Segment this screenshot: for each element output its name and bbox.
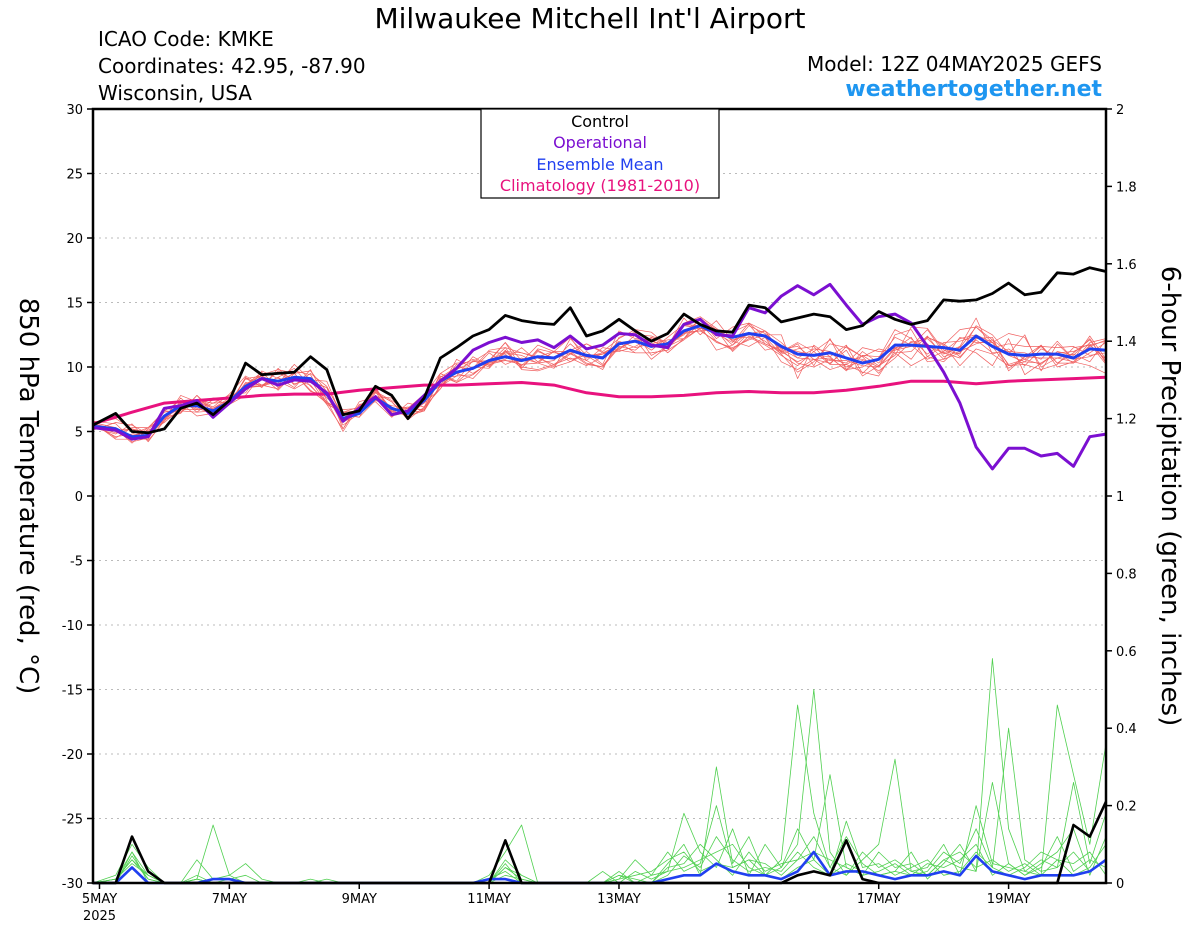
- temp-members: [92, 316, 1107, 444]
- temp-member-line: [92, 325, 1107, 438]
- y-tick-label: -10: [62, 619, 83, 634]
- icao-code: ICAO Code: KMKE: [98, 27, 274, 51]
- x-tick-year: 2025: [83, 909, 116, 924]
- y-tick-label: -5: [70, 555, 83, 570]
- main-series: [92, 266, 1108, 885]
- y2-tick-label: 1.4: [1116, 335, 1137, 350]
- y2-tick-label: 0.4: [1116, 722, 1137, 737]
- y2-tick-label: 1.2: [1116, 413, 1137, 428]
- y2-tick-label: 0: [1116, 877, 1124, 892]
- legend-control: Control: [571, 112, 629, 131]
- region: Wisconsin, USA: [98, 81, 252, 105]
- y-tick-label: -15: [62, 684, 83, 699]
- y-tick-label: 10: [66, 361, 83, 376]
- precip-ensemble-mean-line: [93, 850, 1107, 885]
- legend: Control Operational Ensemble Mean Climat…: [480, 108, 720, 199]
- y-tick-label: -20: [62, 748, 83, 763]
- y-tick-label: 25: [66, 168, 83, 183]
- y-tick-label: 0: [75, 490, 83, 505]
- legend-box: [480, 108, 720, 199]
- precip-control-line: [93, 801, 1108, 885]
- x-tick-label: 11MAY: [467, 892, 511, 907]
- precip-member-line: [92, 689, 1107, 884]
- x-tick-label: 9MAY: [342, 892, 377, 907]
- model-run: Model: 12Z 04MAY2025 GEFS: [807, 52, 1102, 76]
- x-axis-ticks: 5MAY 2025 7MAY 9MAY 11MAY 13MAY 15MAY 17MAY 19MA…: [82, 883, 1031, 924]
- x-tick-label: 17MAY: [857, 892, 901, 907]
- climatology-line: [92, 375, 1107, 426]
- y2-tick-label: 0.2: [1116, 800, 1137, 815]
- y-tick-label: 5: [75, 426, 83, 441]
- precip-member-line: [92, 658, 1107, 884]
- operational-line: [92, 282, 1107, 471]
- site-link[interactable]: weathertogether.net: [845, 77, 1102, 102]
- legend-climatology: Climatology (1981-2010): [500, 176, 700, 195]
- precip-member-line: [92, 727, 1107, 884]
- y2-tick-label: 1.8: [1116, 180, 1137, 195]
- y-tick-label: -30: [62, 877, 83, 892]
- y2-tick-label: 2: [1116, 103, 1124, 118]
- left-axis-label: 850 hPa Temperature (red, °C): [13, 298, 43, 695]
- y2-tick-label: 1.6: [1116, 258, 1137, 273]
- precip-members: [92, 658, 1107, 884]
- precip-member-line: [92, 851, 1107, 884]
- control-line: [92, 266, 1107, 435]
- legend-operational: Operational: [553, 133, 647, 152]
- x-tick-label: 15MAY: [727, 892, 771, 907]
- coordinates: Coordinates: 42.95, -87.90: [98, 54, 366, 78]
- y-tick-label: -25: [62, 813, 83, 828]
- temp-member-line: [92, 324, 1107, 436]
- chart-title: Milwaukee Mitchell Int'l Airport: [374, 2, 806, 35]
- right-axis-ticks: 2 1.8 1.6 1.4 1.2 1 0.8 0.6 0.4 0.2 0: [1106, 103, 1137, 892]
- left-axis-ticks: 30 25 20 15 10 5 0 -5 -10 -15 -20 -25 -30: [62, 103, 93, 892]
- x-tick-label: 19MAY: [987, 892, 1031, 907]
- y-tick-label: 15: [66, 297, 83, 312]
- precip-member-line: [92, 805, 1107, 884]
- right-axis-label: 6-hour Precipitation (green, inches): [1155, 266, 1185, 726]
- temp-member-line: [92, 322, 1107, 439]
- legend-ensemble-mean: Ensemble Mean: [536, 155, 663, 174]
- y-tick-label: 20: [66, 232, 83, 247]
- y2-tick-label: 0.8: [1116, 567, 1137, 582]
- x-tick-label: 7MAY: [212, 892, 247, 907]
- y-tick-label: 30: [66, 103, 83, 118]
- temp-member-line: [92, 316, 1107, 438]
- grid-lines: [93, 173, 1106, 819]
- x-tick-label: 13MAY: [597, 892, 641, 907]
- y2-tick-label: 0.6: [1116, 645, 1137, 660]
- y2-tick-label: 1: [1116, 490, 1124, 505]
- x-tick-label: 5MAY: [82, 892, 117, 907]
